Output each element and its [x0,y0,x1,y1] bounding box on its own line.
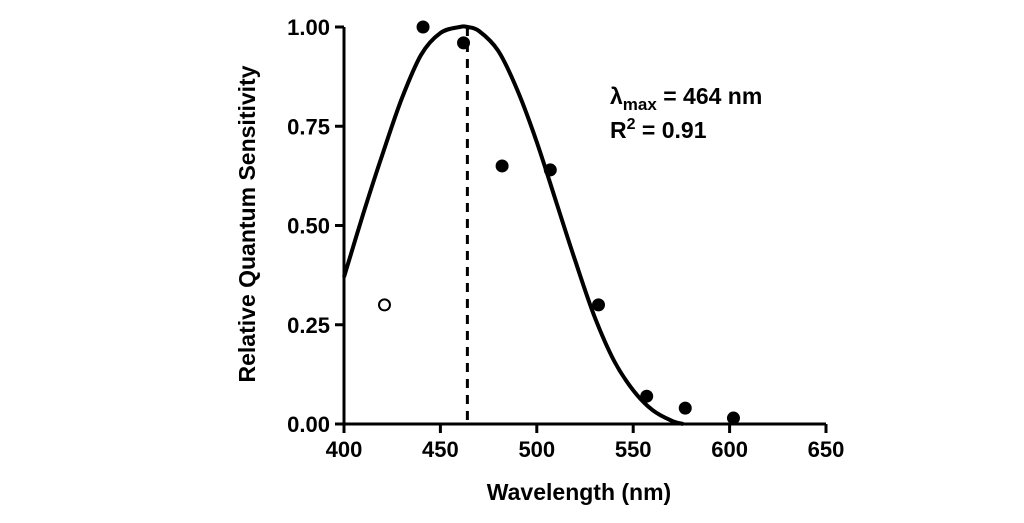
y-axis-title: Relative Quantum Sensitivity [234,65,260,382]
x-tick-label: 500 [518,437,555,462]
y-tick-label: 0.25 [287,313,330,338]
data-point-filled [726,411,740,425]
annotation-lambda-max: λmax = 464 nm [610,83,762,114]
data-point-filled [591,298,605,312]
axes: 400 450 500 550 600 650 0.00 0.25 0.50 0.75 1.00 [287,15,844,462]
y-tick-label: 0.50 [287,214,330,239]
x-tick-label: 650 [808,437,845,462]
r2-superscript: 2 [627,116,636,133]
data-point-filled [640,389,654,403]
r2-value: = 0.91 [636,117,707,143]
data-point-filled [416,20,430,34]
r2-prefix: R [610,117,627,143]
data-point-filled [543,163,557,177]
lambda-value: = 464 nm [657,83,762,109]
x-tick-label: 600 [711,437,748,462]
x-tick-label: 400 [326,437,363,462]
x-tick-label: 550 [615,437,652,462]
x-tick-label: 450 [422,437,459,462]
annotation-r-squared: R2 = 0.91 [610,116,707,143]
data-point-filled [678,401,692,415]
svg-text:λmax = 464 nm: λmax = 464 nm [610,83,762,114]
lambda-subscript: max [623,95,658,114]
data-point-open [377,298,391,312]
fit-curve-line [342,24,684,426]
lambda-symbol: λ [610,83,623,109]
y-tick-label: 0.75 [287,114,330,139]
data-point-filled [457,36,471,50]
fit-curve-layer [342,24,684,426]
data-point-filled [495,159,509,173]
x-axis-title: Wavelength (nm) [487,479,671,505]
svg-text:R2 = 0.91: R2 = 0.91 [610,116,707,143]
points-layer [377,20,740,425]
y-tick-label: 0.00 [287,412,330,437]
y-tick-label: 1.00 [287,15,330,40]
